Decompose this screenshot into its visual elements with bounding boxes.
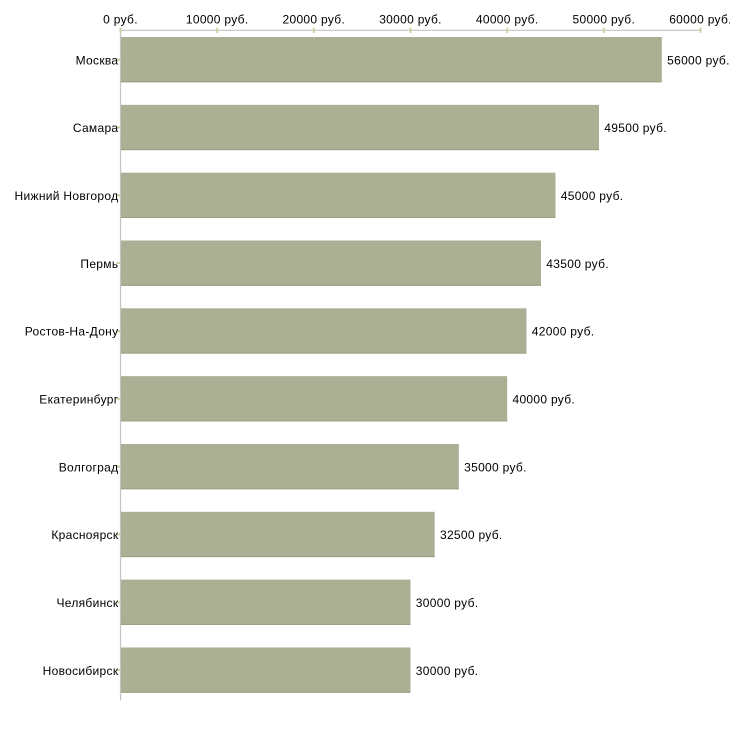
svg-text:35000 руб.: 35000 руб. (464, 460, 527, 474)
svg-text:20000 руб.: 20000 руб. (283, 13, 346, 27)
svg-text:49500 руб.: 49500 руб. (604, 121, 667, 135)
svg-text:Новосибирск: Новосибирск (43, 664, 119, 678)
svg-text:Самара: Самара (73, 121, 119, 135)
svg-text:Челябинск: Челябинск (56, 596, 118, 610)
svg-text:10000 руб.: 10000 руб. (186, 13, 249, 27)
svg-text:Ростов-На-Дону: Ростов-На-Дону (25, 325, 119, 339)
svg-text:50000 руб.: 50000 руб. (573, 13, 636, 27)
svg-text:0 руб.: 0 руб. (103, 13, 138, 27)
svg-text:42000 руб.: 42000 руб. (532, 325, 595, 339)
svg-text:30000 руб.: 30000 руб. (416, 664, 479, 678)
svg-text:45000 руб.: 45000 руб. (561, 189, 624, 203)
svg-text:Волгоград: Волгоград (59, 460, 119, 474)
svg-text:56000 руб.: 56000 руб. (667, 53, 730, 67)
svg-text:Красноярск: Красноярск (51, 528, 119, 542)
svg-text:Пермь: Пермь (80, 257, 118, 271)
svg-text:32500 руб.: 32500 руб. (440, 528, 503, 542)
svg-text:43500 руб.: 43500 руб. (546, 257, 609, 271)
svg-text:40000 руб.: 40000 руб. (512, 393, 575, 407)
svg-text:60000 руб.: 60000 руб. (669, 13, 730, 27)
svg-text:Екатеринбург: Екатеринбург (39, 393, 118, 407)
svg-text:Москва: Москва (76, 53, 119, 67)
svg-text:30000 руб.: 30000 руб. (379, 13, 442, 27)
svg-text:40000 руб.: 40000 руб. (476, 13, 539, 27)
svg-text:Нижний Новгород: Нижний Новгород (15, 189, 119, 203)
svg-text:30000 руб.: 30000 руб. (416, 596, 479, 610)
